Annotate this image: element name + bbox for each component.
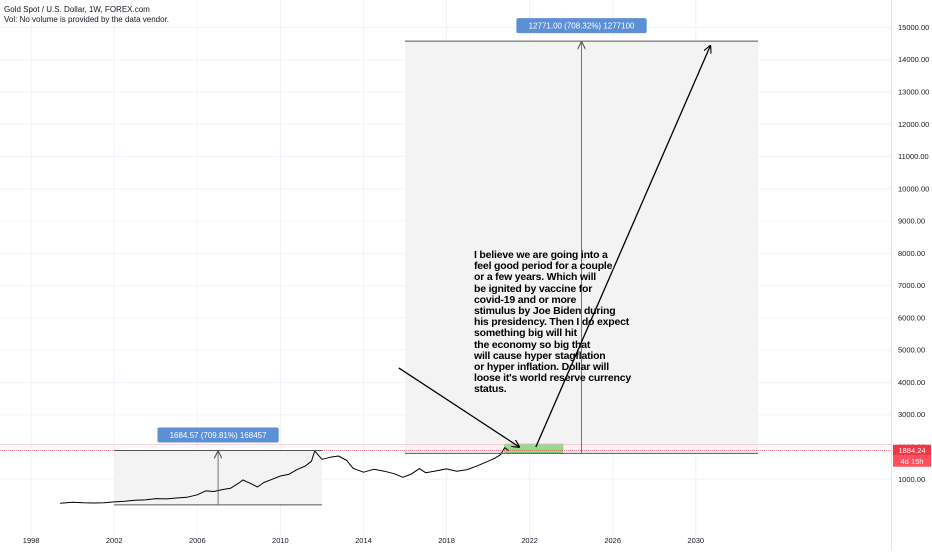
symbol-title[interactable]: Gold Spot / U.S. Dollar, 1W, FOREX.com — [4, 5, 150, 14]
arrow-drawings[interactable] — [398, 46, 711, 448]
y-tick-label: 15000.00 — [898, 23, 929, 32]
price-series-line — [60, 447, 510, 504]
y-tick-label: 14000.00 — [898, 55, 929, 64]
x-tick-label: 2006 — [189, 536, 206, 545]
price-series-group — [60, 447, 510, 504]
y-tick-label: 8000.00 — [898, 249, 925, 258]
measure-label-box-1[interactable] — [157, 427, 279, 443]
countdown-badge-value: 4d 15h — [901, 457, 924, 466]
y-tick-label: 12000.00 — [898, 120, 929, 129]
y-tick-label: 6000.00 — [898, 313, 925, 322]
x-tick-label: 2026 — [604, 536, 621, 545]
x-tick-label: 2014 — [355, 536, 372, 545]
highlight-box[interactable] — [504, 443, 564, 454]
y-tick-label: 13000.00 — [898, 87, 929, 96]
x-tick-label: 2022 — [521, 536, 538, 545]
y-tick-label: 5000.00 — [898, 346, 925, 355]
price-badge-box[interactable] — [893, 444, 931, 456]
chart-legend: Gold Spot / U.S. Dollar, 1W, FOREX.com V… — [4, 5, 169, 25]
text-annotation[interactable]: I believe we are going into a feel good … — [474, 249, 631, 396]
volume-note: Vol: No volume is provided by the data v… — [4, 15, 169, 24]
time-axis[interactable]: 1998 2002 2006 2010 2014 2018 2022 2026 2030 — [23, 536, 704, 545]
measure-tools[interactable]: 1684.57 (709.81%) 168457 12771.00 (708.32… — [114, 18, 759, 506]
y-tick-label: 1000.00 — [898, 475, 925, 484]
y-tick-label: 11000.00 — [898, 152, 929, 161]
y-tick-label: 4000.00 — [898, 378, 925, 387]
measure-label-box-2[interactable] — [516, 18, 647, 34]
x-tick-label: 2030 — [687, 536, 704, 545]
x-tick-label: 2010 — [272, 536, 289, 545]
measure-label-2[interactable]: 12771.00 (708.32%) 1277100 — [529, 22, 635, 31]
price-badge-value[interactable]: 1884.24 — [898, 446, 925, 455]
y-tick-label: 7000.00 — [898, 281, 925, 290]
y-tick-label: 10000.00 — [898, 184, 929, 193]
countdown-badge-box — [893, 455, 931, 467]
x-tick-label: 2018 — [438, 536, 455, 545]
x-tick-label: 1998 — [23, 536, 40, 545]
price-axis[interactable]: 1000.002000.003000.004000.005000.006000.… — [893, 23, 931, 484]
y-tick-label: 9000.00 — [898, 217, 925, 226]
y-tick-label: 3000.00 — [898, 410, 925, 419]
trend-arrow-1[interactable] — [398, 367, 519, 447]
price-axis-separator — [891, 0, 892, 550]
x-tick-label: 2002 — [106, 536, 123, 545]
trend-arrow-2[interactable] — [535, 46, 710, 448]
measure-label-1[interactable]: 1684.57 (709.81%) 168457 — [170, 431, 268, 440]
